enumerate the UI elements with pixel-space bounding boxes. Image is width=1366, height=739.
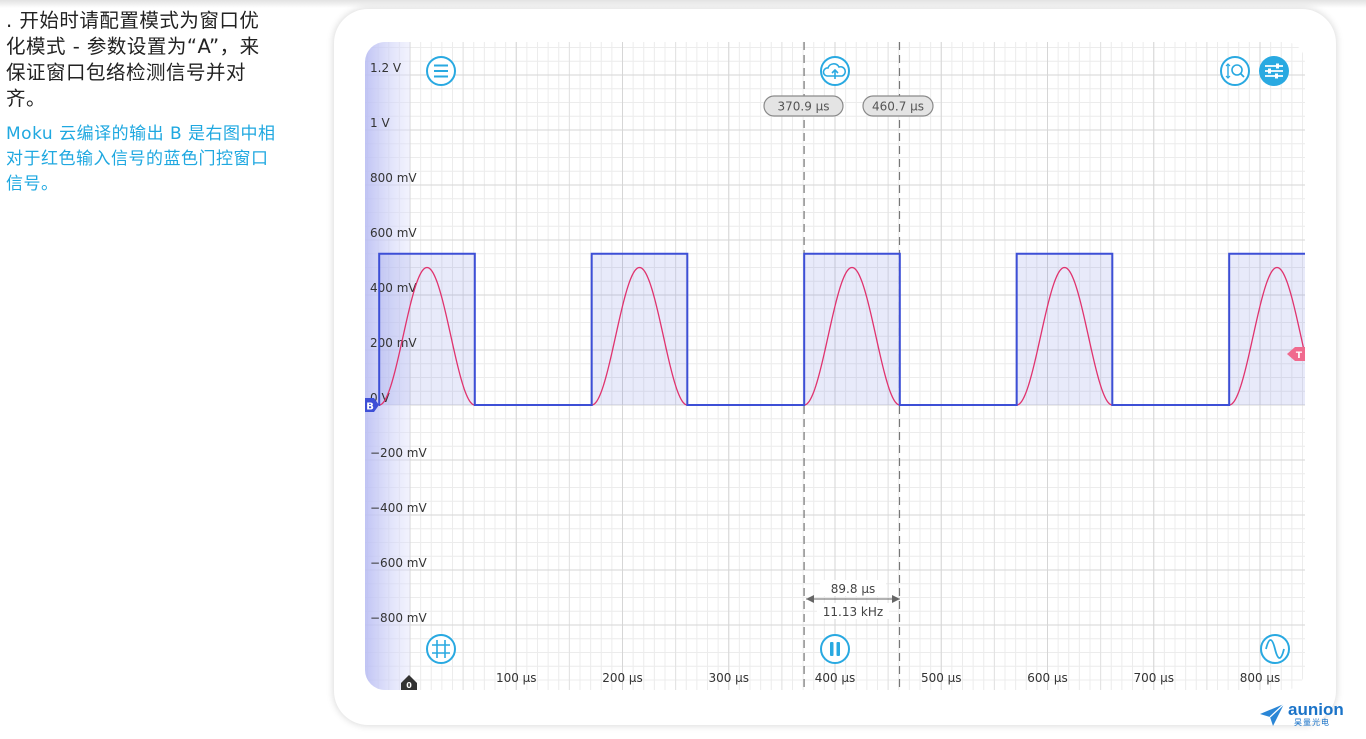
x-tick-label: 500 µs [921,671,962,685]
pause-icon[interactable] [820,634,850,664]
trigger-marker[interactable]: T [1287,347,1305,361]
x-tick-label: 200 µs [602,671,643,685]
y-tick-label: 1 V [370,116,390,130]
gate-window [1229,253,1305,405]
cloud-upload-icon[interactable] [820,56,850,86]
aunion-logo: aunion 昊量光电 [1258,700,1358,730]
zero-time-marker[interactable]: 0 [401,675,417,690]
y-tick-label: −800 mV [370,611,427,625]
y-tick-label: 200 mV [370,336,417,350]
zoom-search-icon[interactable] [1220,56,1250,86]
x-tick-label: 700 µs [1133,671,1174,685]
cursor1-label: 370.9 µs [777,100,829,114]
top-rule [0,0,1366,8]
gate-window [1016,253,1113,405]
y-tick-label: 800 mV [370,171,417,185]
gate-window-fill [379,253,1305,405]
x-tick-label: 100 µs [496,671,537,685]
cursor2-label: 460.7 µs [872,100,924,114]
zero-time-label: 0 [406,681,412,690]
output-b-trace [378,252,1305,406]
y-tick-label: 600 mV [370,226,417,240]
gate-window [379,253,475,405]
logo-wordmark: aunion [1288,700,1344,719]
delta-time-label: 89.8 µs [831,582,875,596]
gate-window [591,253,688,405]
y-tick-label: −400 mV [370,501,427,515]
x-axis-labels: 100 µs 200 µs 300 µs 400 µs 500 µs 600 µs 700 … [496,671,1280,685]
output-note: Moku 云编译的输出 B 是右图中相对于红色输入信号的蓝色门控窗口信号。 [6,124,276,194]
y-tick-label: 400 mV [370,281,417,295]
y-tick-label: −200 mV [370,446,427,460]
logo-subtitle: 昊量光电 [1294,718,1330,727]
x-tick-label: 300 µs [708,671,749,685]
time-cursors[interactable] [803,42,901,690]
sine-wave-icon[interactable] [1260,634,1290,664]
gate-window [804,253,900,405]
x-tick-label: 800 µs [1240,671,1281,685]
y-tick-label: −600 mV [370,556,427,570]
channel-b-marker[interactable]: B [365,398,379,413]
cursor1-readout[interactable]: 370.9 µs [763,95,844,117]
paper-plane-icon [1260,703,1285,726]
cursor2-readout[interactable]: 460.7 µs [862,95,934,117]
grid-icon[interactable] [426,634,456,664]
trigger-label: T [1296,351,1303,361]
slide-text-panel: . 开始时请配置模式为窗口优化模式 - 参数设置为“A”，来保证窗口包络检测信号… [6,8,278,197]
offscreen-shade [365,42,410,690]
menu-icon[interactable] [426,56,456,86]
delta-frequency-label: 11.13 kHz [823,605,883,619]
channel-b-label: B [366,402,374,413]
delta-measurement: 89.8 µs 11.13 kHz [806,580,900,619]
x-tick-label: 600 µs [1027,671,1068,685]
sliders-icon[interactable] [1259,56,1289,86]
step-instruction: . 开始时请配置模式为窗口优化模式 - 参数设置为“A”，来保证窗口包络检测信号… [6,9,260,110]
y-tick-label: 1.2 V [370,61,402,75]
x-tick-label: 400 µs [815,671,856,685]
